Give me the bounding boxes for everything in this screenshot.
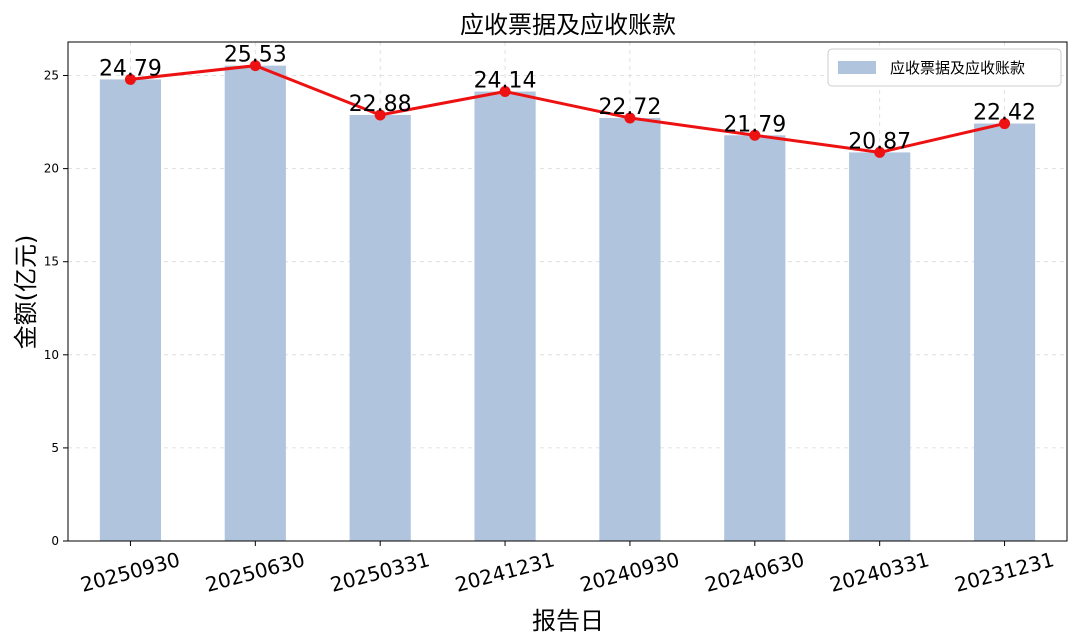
data-label-20231231: 22.42 <box>973 101 1036 126</box>
point-20250331 <box>374 109 386 121</box>
plot-frame <box>67 41 1068 542</box>
y-tick-label-5: 25 <box>44 69 59 83</box>
x-tick-label-4: 20240930 <box>577 547 682 597</box>
point-20240331 <box>874 146 886 158</box>
point-20240930 <box>624 112 636 124</box>
x-tick-label-3: 20241231 <box>453 547 558 597</box>
data-label-20240331: 20.87 <box>848 129 911 154</box>
bar-20241231 <box>474 91 536 541</box>
series-points <box>124 60 1011 158</box>
y-tick-label-3: 15 <box>44 255 59 269</box>
y-tick-label-1: 5 <box>51 441 59 455</box>
x-tick-label-6: 20240331 <box>827 547 932 597</box>
bar-20250331 <box>349 114 411 541</box>
bars <box>99 65 1036 542</box>
y-tick-label-0: 0 <box>51 534 59 548</box>
point-20250630 <box>249 60 261 72</box>
y-tick-label-4: 20 <box>44 162 59 176</box>
series-line <box>130 64 1005 154</box>
point-20231231 <box>999 118 1011 130</box>
data-label-20241231: 24.14 <box>474 69 537 94</box>
legend-frame <box>827 48 1062 87</box>
grid <box>68 42 1067 542</box>
data-labels: 24.79 25.53 22.88 24.14 22.72 21.79 20.87 22.42 <box>99 43 1036 155</box>
legend-swatch <box>838 61 876 74</box>
y-axis-label: 金额(亿元) <box>12 235 40 350</box>
series-line-path <box>130 64 1005 154</box>
data-label-20250930: 24.79 <box>99 56 162 81</box>
bar-20250930 <box>99 79 162 542</box>
bar-20240930 <box>599 117 661 541</box>
bar-20240630 <box>724 135 786 541</box>
chart-title: 应收票据及应收账款 <box>460 11 676 39</box>
data-label-20240630: 21.79 <box>723 112 786 137</box>
bar-20231231 <box>973 123 1036 542</box>
x-tick-label-5: 20240630 <box>702 547 807 597</box>
bar-20250630 <box>224 65 286 542</box>
data-label-20250331: 22.88 <box>349 92 412 117</box>
point-20241231 <box>499 86 511 98</box>
x-tick-label-0: 20250930 <box>78 547 183 597</box>
legend-label: 应收票据及应收账款 <box>890 59 1025 77</box>
y-axis: 0 5 10 15 20 25 <box>44 69 68 548</box>
point-20250930 <box>124 73 136 85</box>
x-axis: 20250930 20250630 20250331 20241231 20240930… <box>78 541 1057 597</box>
y-tick-label-2: 10 <box>44 348 59 362</box>
data-label-20240930: 22.72 <box>598 95 661 120</box>
x-tick-label-1: 20250630 <box>203 547 308 597</box>
data-label-20250630: 25.53 <box>224 43 287 68</box>
bar-20240331 <box>849 152 911 541</box>
x-tick-label-7: 20231231 <box>952 547 1057 597</box>
x-tick-label-2: 20250331 <box>328 547 433 597</box>
x-axis-label: 报告日 <box>532 607 604 635</box>
point-20240630 <box>749 129 761 141</box>
legend: 应收票据及应收账款 <box>827 48 1062 87</box>
